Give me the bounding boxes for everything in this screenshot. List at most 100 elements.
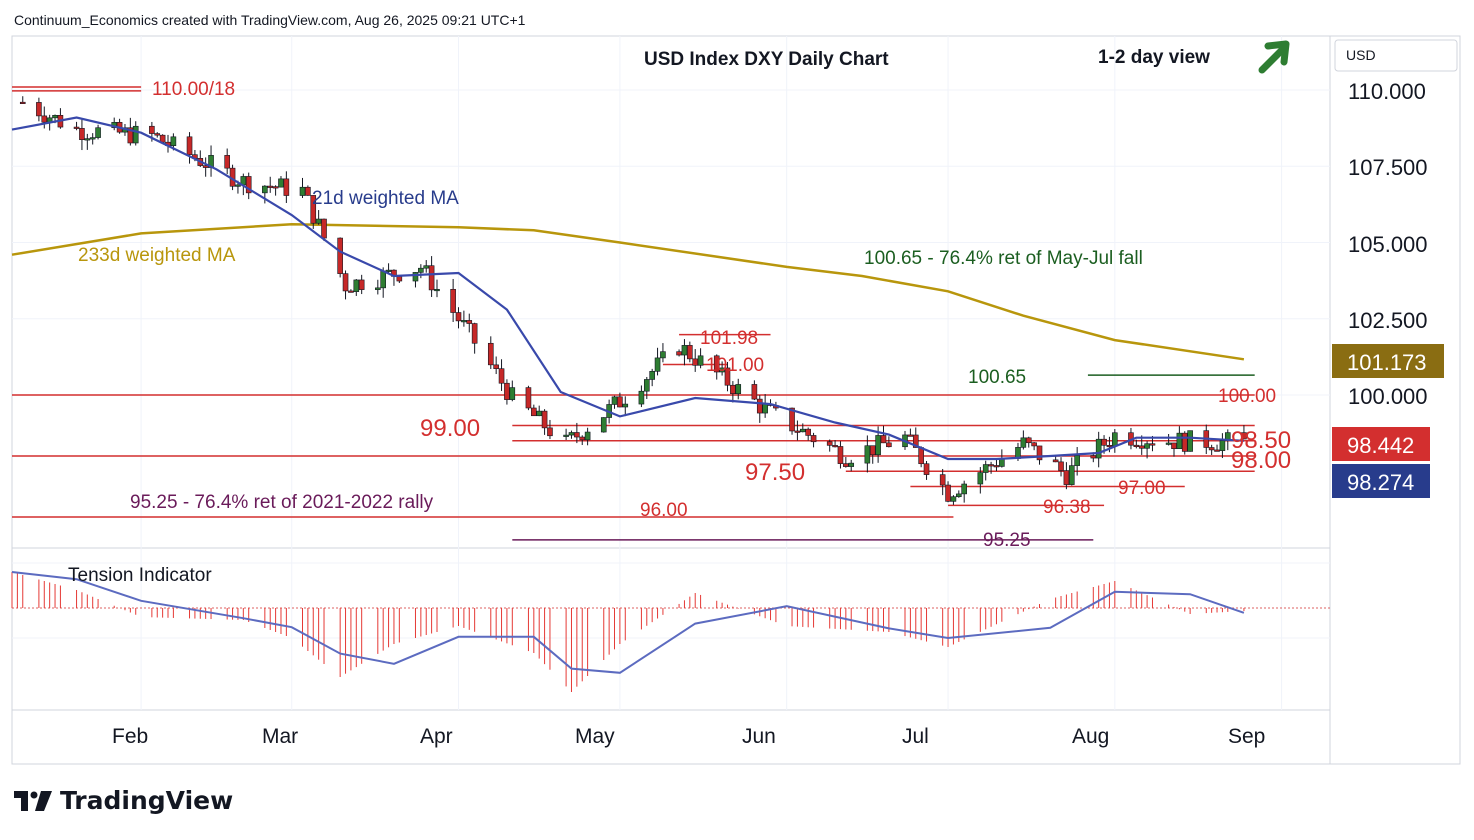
bear-candle (186, 136, 193, 155)
bear-candle (471, 323, 478, 344)
bear-candle (348, 290, 354, 293)
bull-candle (434, 288, 440, 292)
bear-candle (1025, 437, 1032, 444)
bear-candle (547, 427, 553, 437)
bear-candle (617, 396, 623, 408)
bull-candle (315, 218, 322, 224)
bear-candle (396, 276, 403, 282)
bull-candle (418, 267, 424, 273)
bull-candle (600, 417, 607, 433)
bull-candle (982, 464, 989, 473)
bear-candle (224, 155, 230, 169)
ma21-annotation: 21d weighted MA (312, 188, 459, 209)
bull-candle (649, 371, 655, 380)
bull-candle (697, 355, 704, 366)
level-label-110: 110.00/18 (152, 79, 235, 100)
price-tick: 102.500 (1348, 308, 1428, 333)
bear-candle (358, 279, 365, 290)
ma233-value-badge (1332, 344, 1444, 378)
level-label-101-98: 101.98 (700, 328, 758, 349)
bear-candle (713, 355, 720, 373)
bear-candle (455, 312, 462, 322)
tension-indicator (11, 571, 1330, 692)
level-label-96-00: 96.00 (640, 500, 688, 521)
bull-candle (799, 428, 806, 433)
bear-candle (1133, 444, 1140, 448)
bull-candle (563, 434, 569, 437)
bull-candle (353, 279, 360, 292)
price-tick: 105.000 (1348, 232, 1428, 257)
bear-candle (1031, 442, 1037, 447)
bull-candle (654, 357, 661, 372)
bull-candle (235, 184, 241, 187)
bear-candle (450, 288, 456, 313)
bull-candle (622, 403, 629, 408)
chart-frame (11, 35, 1461, 765)
bull-candle (375, 287, 381, 290)
bear-candle (127, 127, 134, 144)
bear-candle (724, 367, 731, 386)
level-label-100-65: 100.65 (968, 367, 1026, 388)
price-tick: 110.000 (1348, 79, 1426, 104)
tradingview-logo[interactable]: TradingView (14, 786, 233, 815)
bear-candle (1138, 445, 1145, 449)
bull-candle (611, 396, 618, 405)
bear-candle (342, 273, 349, 292)
bear-candle (73, 126, 80, 129)
level-label-101-00: 101.00 (706, 355, 764, 376)
bear-candle (805, 428, 811, 436)
bear-candle (321, 218, 327, 239)
ma21-value-badge (1332, 464, 1430, 498)
bear-candle (1181, 432, 1188, 452)
bear-candle (504, 382, 510, 400)
bear-candle (36, 102, 42, 117)
ma233-series-line (11, 222, 1245, 361)
bear-candle (498, 368, 505, 384)
bear-candle (1171, 442, 1177, 450)
view-text: 1-2 day view (1098, 47, 1210, 68)
bear-candle (837, 446, 844, 464)
bear-candle (1036, 445, 1043, 461)
bear-candle (993, 465, 1000, 468)
bull-candle (412, 272, 419, 282)
bear-candle (945, 484, 951, 502)
bear-candle (428, 265, 435, 291)
bear-candle (19, 101, 26, 104)
bear-candle (1063, 470, 1070, 485)
bull-candle (380, 270, 386, 289)
ma233-annotation: 233d weighted MA (78, 245, 236, 266)
bear-candle (810, 435, 817, 443)
level-label-100-00: 100.00 (1218, 386, 1276, 407)
level-label-98-00: 98.00 (1231, 447, 1291, 474)
bull-candle (762, 403, 768, 414)
bull-candle (95, 127, 101, 138)
bear-candle (907, 434, 914, 437)
bull-candle (643, 379, 650, 392)
bear-candle (310, 195, 317, 224)
bear-candle (531, 407, 537, 417)
bear-candle (1241, 432, 1247, 440)
bear-candle (730, 384, 736, 395)
chart-title: USD Index DXY Daily Chart (644, 49, 889, 70)
level-label-97-00: 97.00 (1118, 478, 1166, 499)
bear-candle (525, 387, 532, 409)
bear-candle (493, 364, 499, 369)
time-label: Apr (420, 725, 453, 748)
bear-candle (789, 407, 795, 432)
ma233-line (11, 222, 1245, 361)
bear-candle (1090, 455, 1097, 459)
bull-candle (385, 269, 392, 272)
bear-candle (869, 445, 876, 456)
bear-candle (541, 410, 548, 429)
bear-candle (487, 342, 494, 366)
bear-candle (843, 463, 849, 467)
level-label-98-50: 98.50 (1231, 427, 1291, 454)
ma21-line (11, 116, 1244, 461)
up-right-arrow-icon (1258, 40, 1290, 74)
last-price-badge (1332, 427, 1430, 461)
unit-box (1334, 39, 1458, 72)
bull-candle (1187, 430, 1193, 452)
bull-candle (735, 384, 742, 395)
bull-candle (84, 138, 91, 141)
bear-candle (579, 436, 586, 441)
